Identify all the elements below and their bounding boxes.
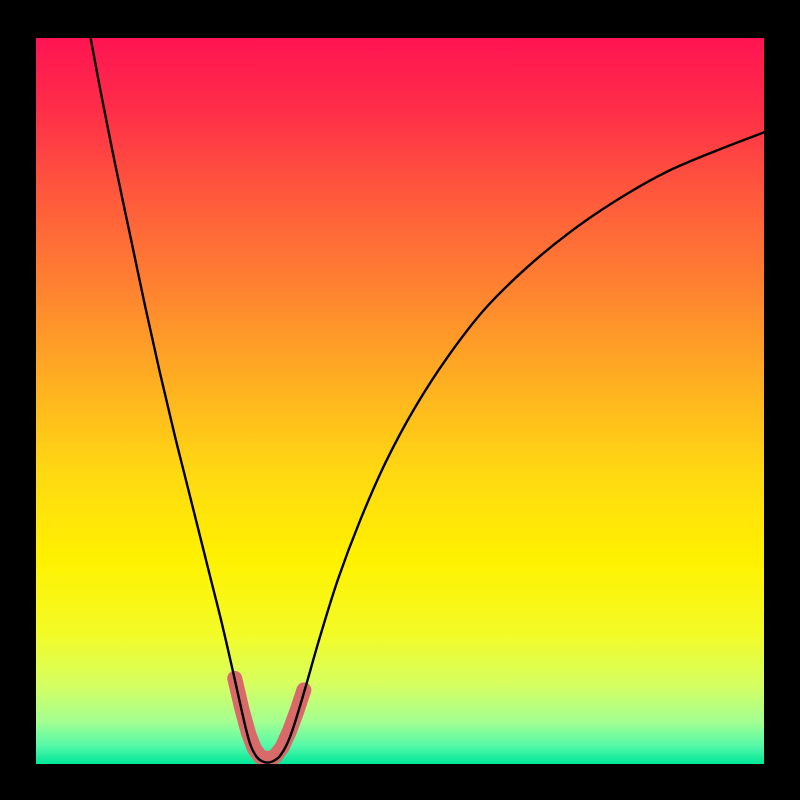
plot-background [36, 38, 764, 764]
bottleneck-curve-chart [0, 0, 800, 800]
chart-frame: TheBottleneck.com [0, 0, 800, 800]
